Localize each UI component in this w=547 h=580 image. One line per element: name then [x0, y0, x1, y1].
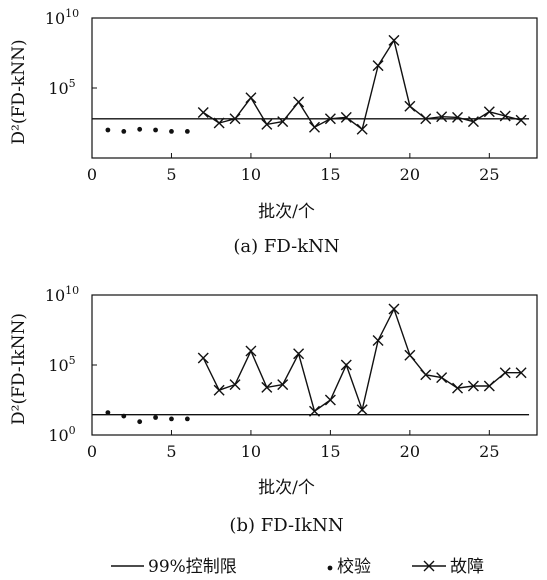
calib-point	[121, 129, 127, 134]
y-tick-exponent: 5	[69, 354, 76, 367]
y-tick-label: 105	[48, 354, 75, 375]
y-tick-base: 10	[45, 9, 65, 28]
x-tick-label: 10	[241, 442, 261, 461]
y-tick-label: 100	[48, 424, 75, 445]
fault-point	[197, 352, 209, 364]
fault-point	[309, 405, 320, 417]
fault-point	[499, 110, 511, 122]
fault-point	[261, 381, 273, 393]
y-tick-base: 10	[48, 356, 68, 375]
calib-point	[153, 127, 158, 133]
plot-frame	[91, 17, 538, 159]
fault-point	[245, 345, 257, 357]
fault-point	[420, 113, 432, 125]
chart-caption: (a) FD-kNN	[233, 236, 339, 257]
legend-calib-marker	[327, 565, 333, 571]
y-tick-exponent: 10	[65, 284, 79, 297]
x-tick-label: 0	[87, 442, 97, 461]
fault-point	[309, 121, 320, 133]
y-tick-base: 10	[45, 286, 65, 305]
chart-caption: (b) FD-ⅠkNN	[229, 515, 343, 536]
fault-point	[229, 113, 241, 125]
fault-point	[340, 359, 352, 371]
fault-point	[404, 349, 416, 361]
fault-series-line	[202, 307, 522, 413]
fault-point	[324, 113, 336, 125]
fault-point	[277, 116, 289, 128]
fault-point	[452, 111, 464, 123]
x-tick-label: 5	[166, 442, 176, 461]
legend-calib-label: 校验	[337, 557, 371, 577]
y-tick-exponent: 5	[69, 77, 76, 90]
fault-point	[340, 111, 352, 123]
fault-point	[356, 404, 368, 416]
fault-point	[436, 111, 448, 123]
fault-point	[293, 348, 305, 360]
calib-point	[121, 413, 127, 419]
fault-point	[404, 100, 416, 112]
fault-point	[261, 118, 273, 130]
legend: 99%控制限 校验 故障	[111, 557, 484, 577]
calib-point	[169, 416, 174, 422]
calib-point	[184, 416, 190, 422]
calib-point	[184, 129, 190, 134]
x-tick-label: 10	[241, 165, 261, 184]
legend-control-label: 99%控制限	[148, 557, 237, 577]
legend-fault-marker	[423, 560, 435, 572]
fault-point	[467, 380, 479, 392]
fault-point	[356, 123, 368, 135]
y-tick-label: 105	[48, 77, 75, 98]
fault-point	[515, 367, 527, 379]
x-tick-label: 15	[320, 165, 340, 184]
fault-point	[277, 379, 289, 391]
x-tick-label: 15	[320, 442, 340, 461]
y-tick-label: 1010	[45, 284, 79, 305]
x-tick-label: 20	[400, 165, 420, 184]
fault-point	[499, 367, 511, 379]
y-tick-base: 10	[48, 426, 68, 445]
y-axis-label: D²(FD-kNN)	[9, 39, 29, 144]
fault-point	[197, 107, 209, 118]
fault-point	[372, 335, 384, 346]
legend-fault-label: 故障	[450, 557, 484, 577]
fault-point	[213, 384, 225, 396]
y-tick-exponent: 0	[69, 424, 76, 437]
fault-point	[324, 394, 336, 406]
x-tick-label: 5	[166, 165, 176, 184]
fault-point	[483, 380, 495, 392]
y-axis-label: D²(FD-ⅠkNN)	[9, 313, 29, 425]
calib-point	[169, 129, 174, 134]
y-tick-exponent: 10	[65, 7, 79, 20]
calib-point	[105, 410, 111, 415]
fault-point	[452, 382, 464, 394]
x-tick-label: 0	[87, 165, 97, 184]
calib-point	[105, 127, 111, 133]
fault-point	[515, 114, 527, 126]
fault-series-line	[202, 38, 522, 131]
fault-point	[388, 34, 400, 46]
fault-point	[436, 372, 448, 384]
fault-point	[467, 116, 479, 128]
calib-point	[153, 415, 158, 420]
y-tick-base: 10	[48, 79, 68, 98]
calib-point	[137, 419, 143, 425]
fault-point	[420, 369, 432, 381]
x-axis-label: 批次/个	[258, 202, 315, 222]
x-tick-label: 25	[479, 442, 499, 461]
y-tick-label: 1010	[45, 7, 79, 28]
fault-point	[245, 92, 257, 104]
fault-point	[483, 106, 495, 118]
calib-point	[137, 126, 143, 132]
fault-point	[293, 96, 305, 108]
fault-point	[372, 60, 384, 72]
x-axis-label: 批次/个	[258, 478, 315, 498]
fault-point	[213, 117, 225, 129]
x-tick-label: 20	[400, 442, 420, 461]
fault-point	[388, 303, 400, 315]
x-tick-label: 25	[479, 165, 499, 184]
fault-point	[229, 379, 241, 391]
